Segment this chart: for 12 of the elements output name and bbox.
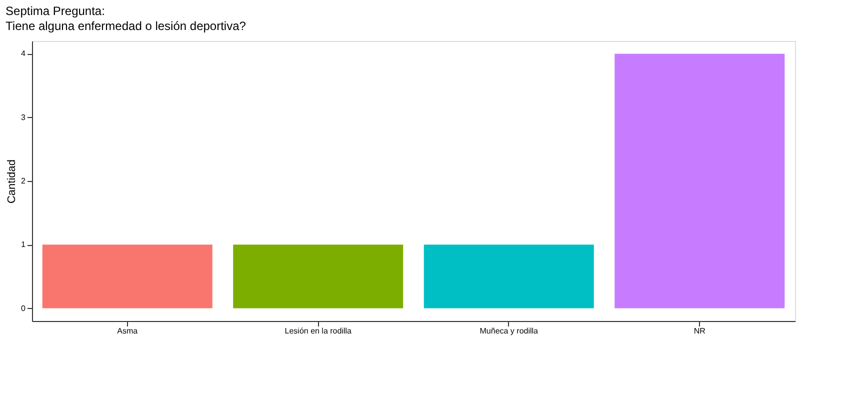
- chart-title: Septima Pregunta:: [6, 4, 105, 18]
- x-tick-label: NR: [694, 326, 706, 336]
- y-tick-label: 3: [21, 112, 26, 122]
- y-tick-label: 0: [21, 304, 26, 313]
- y-tick-label: 1: [21, 240, 26, 250]
- x-tick-label: Lesión en la rodilla: [284, 326, 352, 336]
- y-axis-title: Cantidad: [6, 159, 18, 204]
- y-tick-label: 2: [21, 176, 26, 186]
- x-tick-label: Muñeca y rodilla: [480, 326, 539, 336]
- chart-subtitle: Tiene alguna enfermedad o lesión deportiva?: [6, 19, 246, 33]
- y-tick-label: 4: [21, 49, 26, 58]
- x-tick-label: Asma: [117, 326, 138, 336]
